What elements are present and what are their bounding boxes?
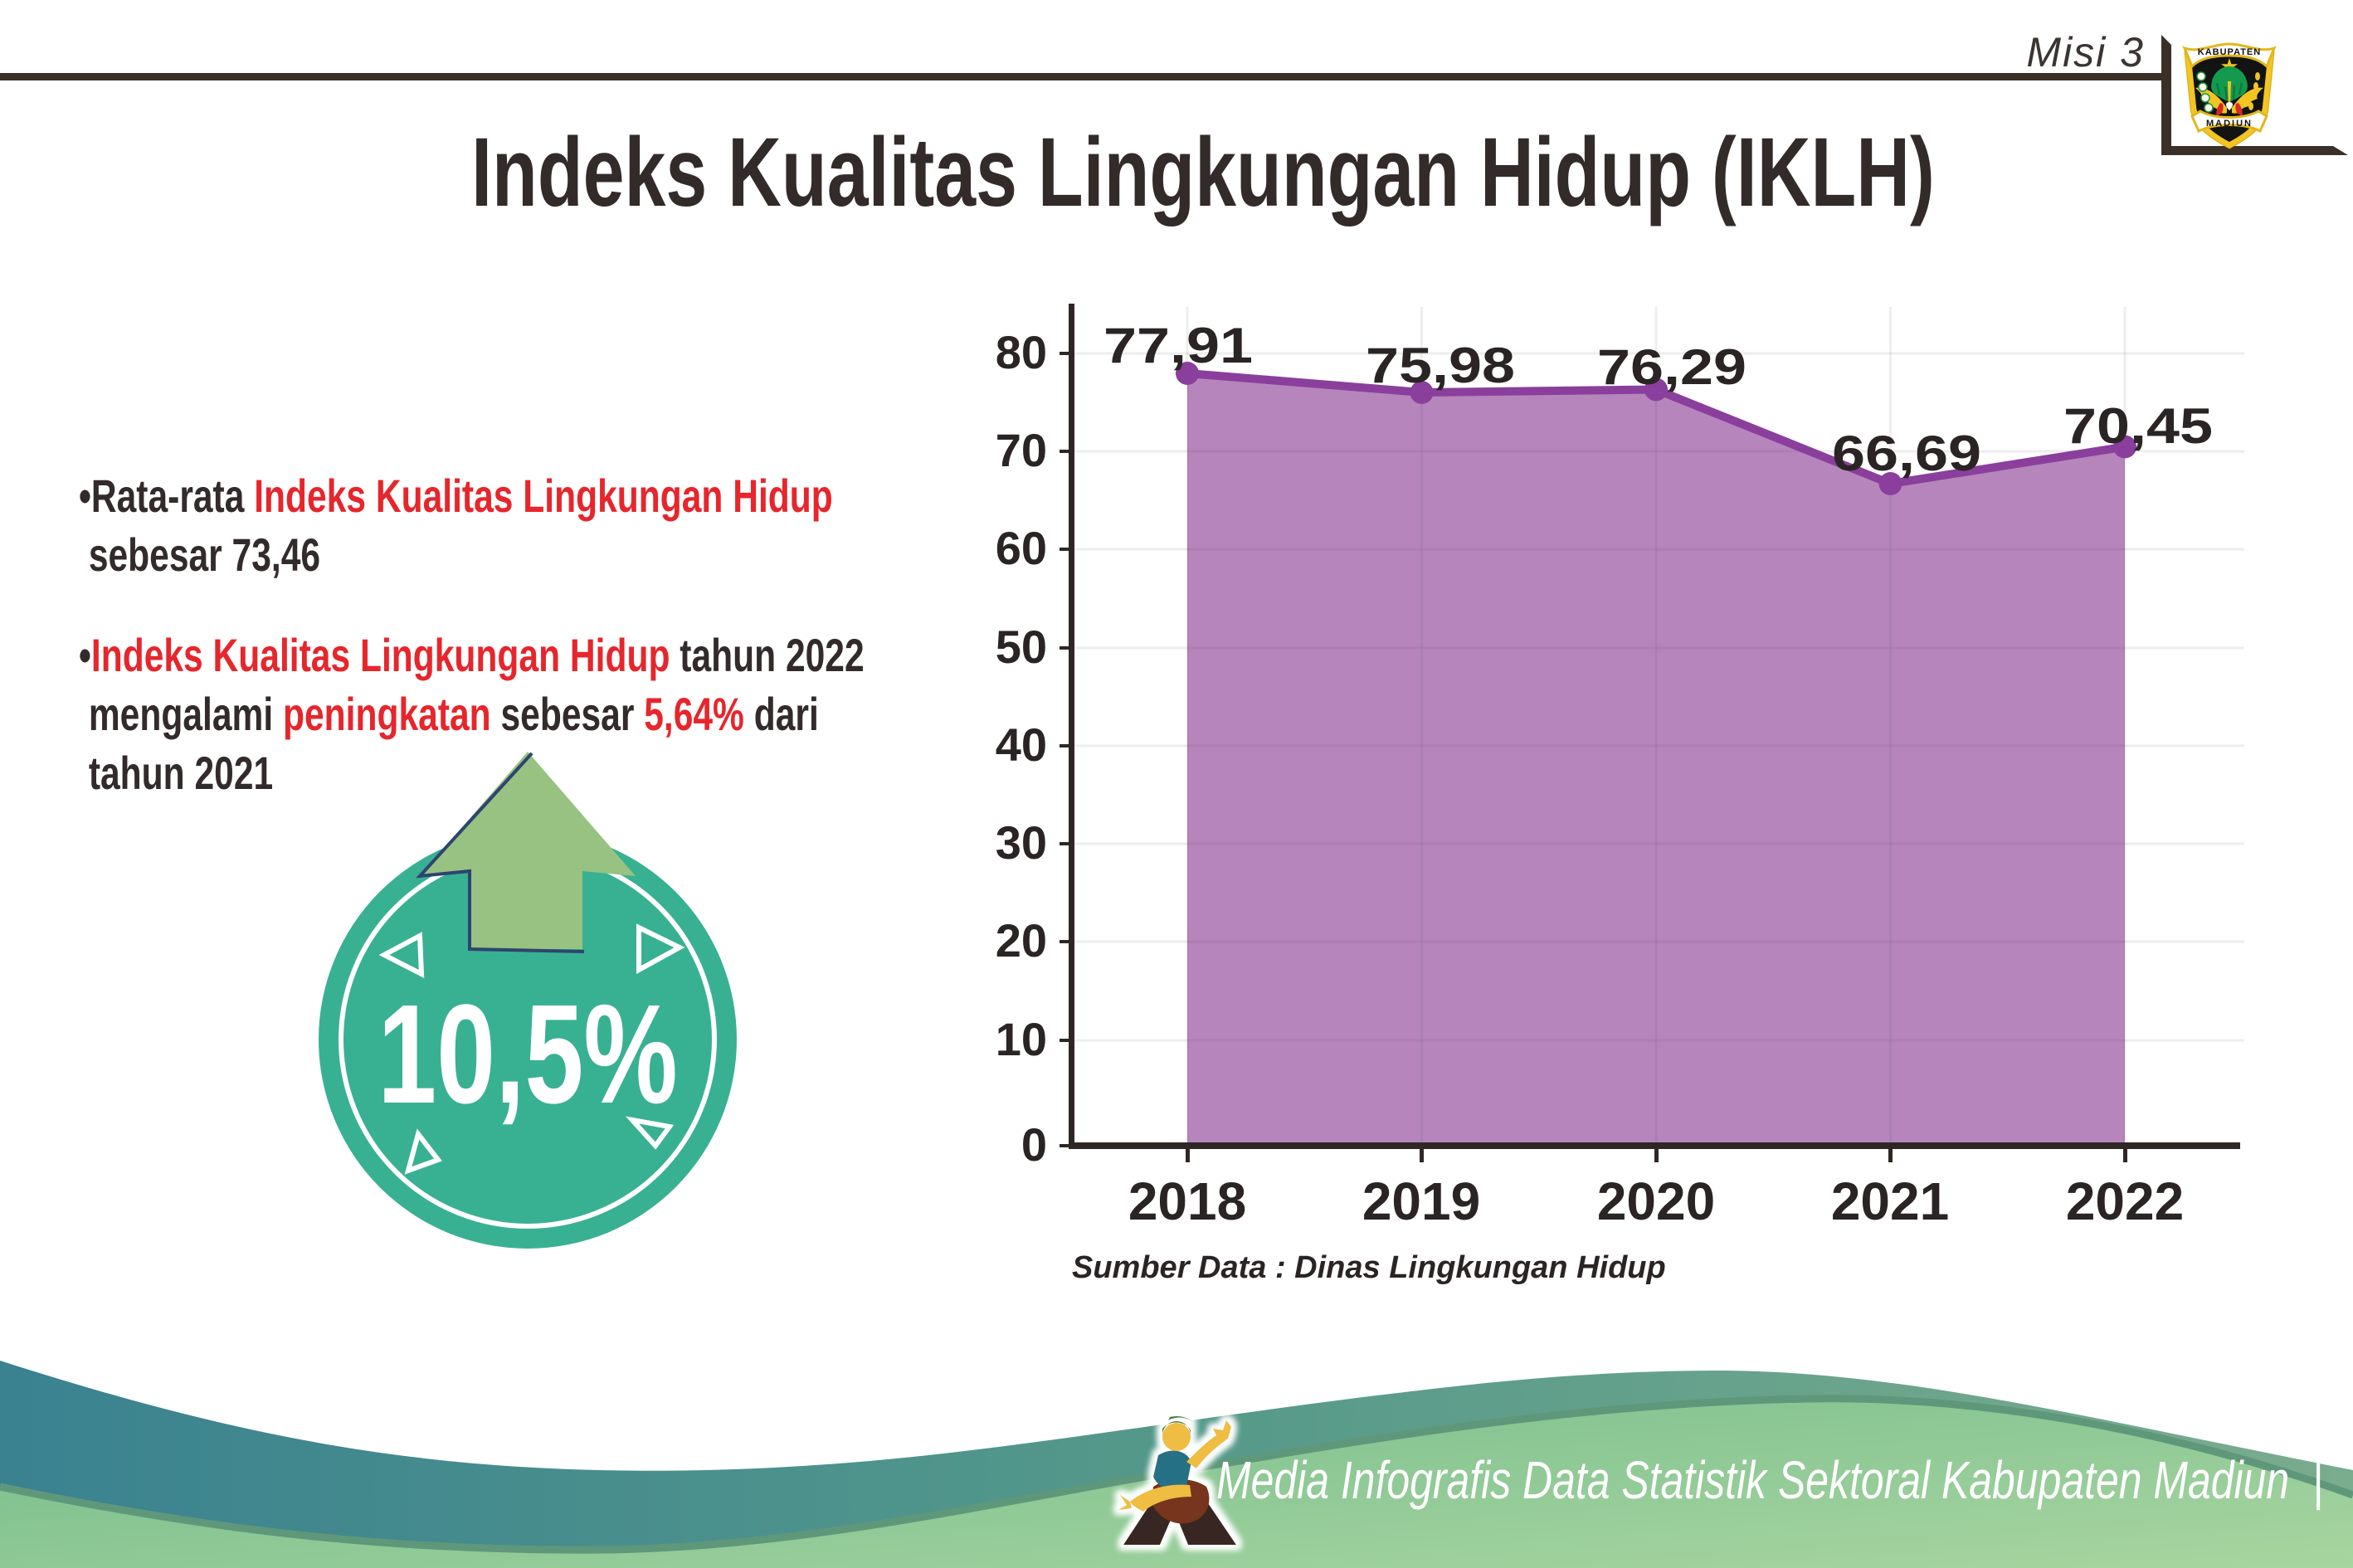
svg-text:76,29: 76,29 <box>1597 339 1746 395</box>
svg-text:MADIUN: MADIUN <box>2206 119 2253 129</box>
svg-text:2018: 2018 <box>1128 1171 1246 1231</box>
svg-text:75,98: 75,98 <box>1366 338 1515 393</box>
svg-text:70: 70 <box>996 424 1047 476</box>
svg-text:0: 0 <box>1021 1118 1047 1171</box>
svg-text:80: 80 <box>996 326 1047 378</box>
svg-text:2021: 2021 <box>1831 1171 1949 1231</box>
svg-text:40: 40 <box>996 718 1047 771</box>
svg-text:70,45: 70,45 <box>2063 398 2213 454</box>
svg-text:30: 30 <box>996 816 1047 869</box>
svg-text:77,91: 77,91 <box>1103 318 1253 373</box>
svg-text:2022: 2022 <box>2066 1171 2184 1231</box>
svg-text:10: 10 <box>996 1013 1047 1065</box>
svg-text:50: 50 <box>996 621 1047 673</box>
svg-text:2020: 2020 <box>1597 1171 1715 1231</box>
svg-text:20: 20 <box>996 914 1047 967</box>
svg-text:10,5%: 10,5% <box>378 975 677 1132</box>
svg-text:66,69: 66,69 <box>1832 426 1981 481</box>
svg-text:KABUPATEN: KABUPATEN <box>2198 47 2261 57</box>
svg-text:Sumber Data : Dinas Lingkungan: Sumber Data : Dinas Lingkungan Hidup <box>1072 1250 1666 1285</box>
svg-text:60: 60 <box>996 522 1047 574</box>
svg-text:2019: 2019 <box>1362 1171 1480 1231</box>
